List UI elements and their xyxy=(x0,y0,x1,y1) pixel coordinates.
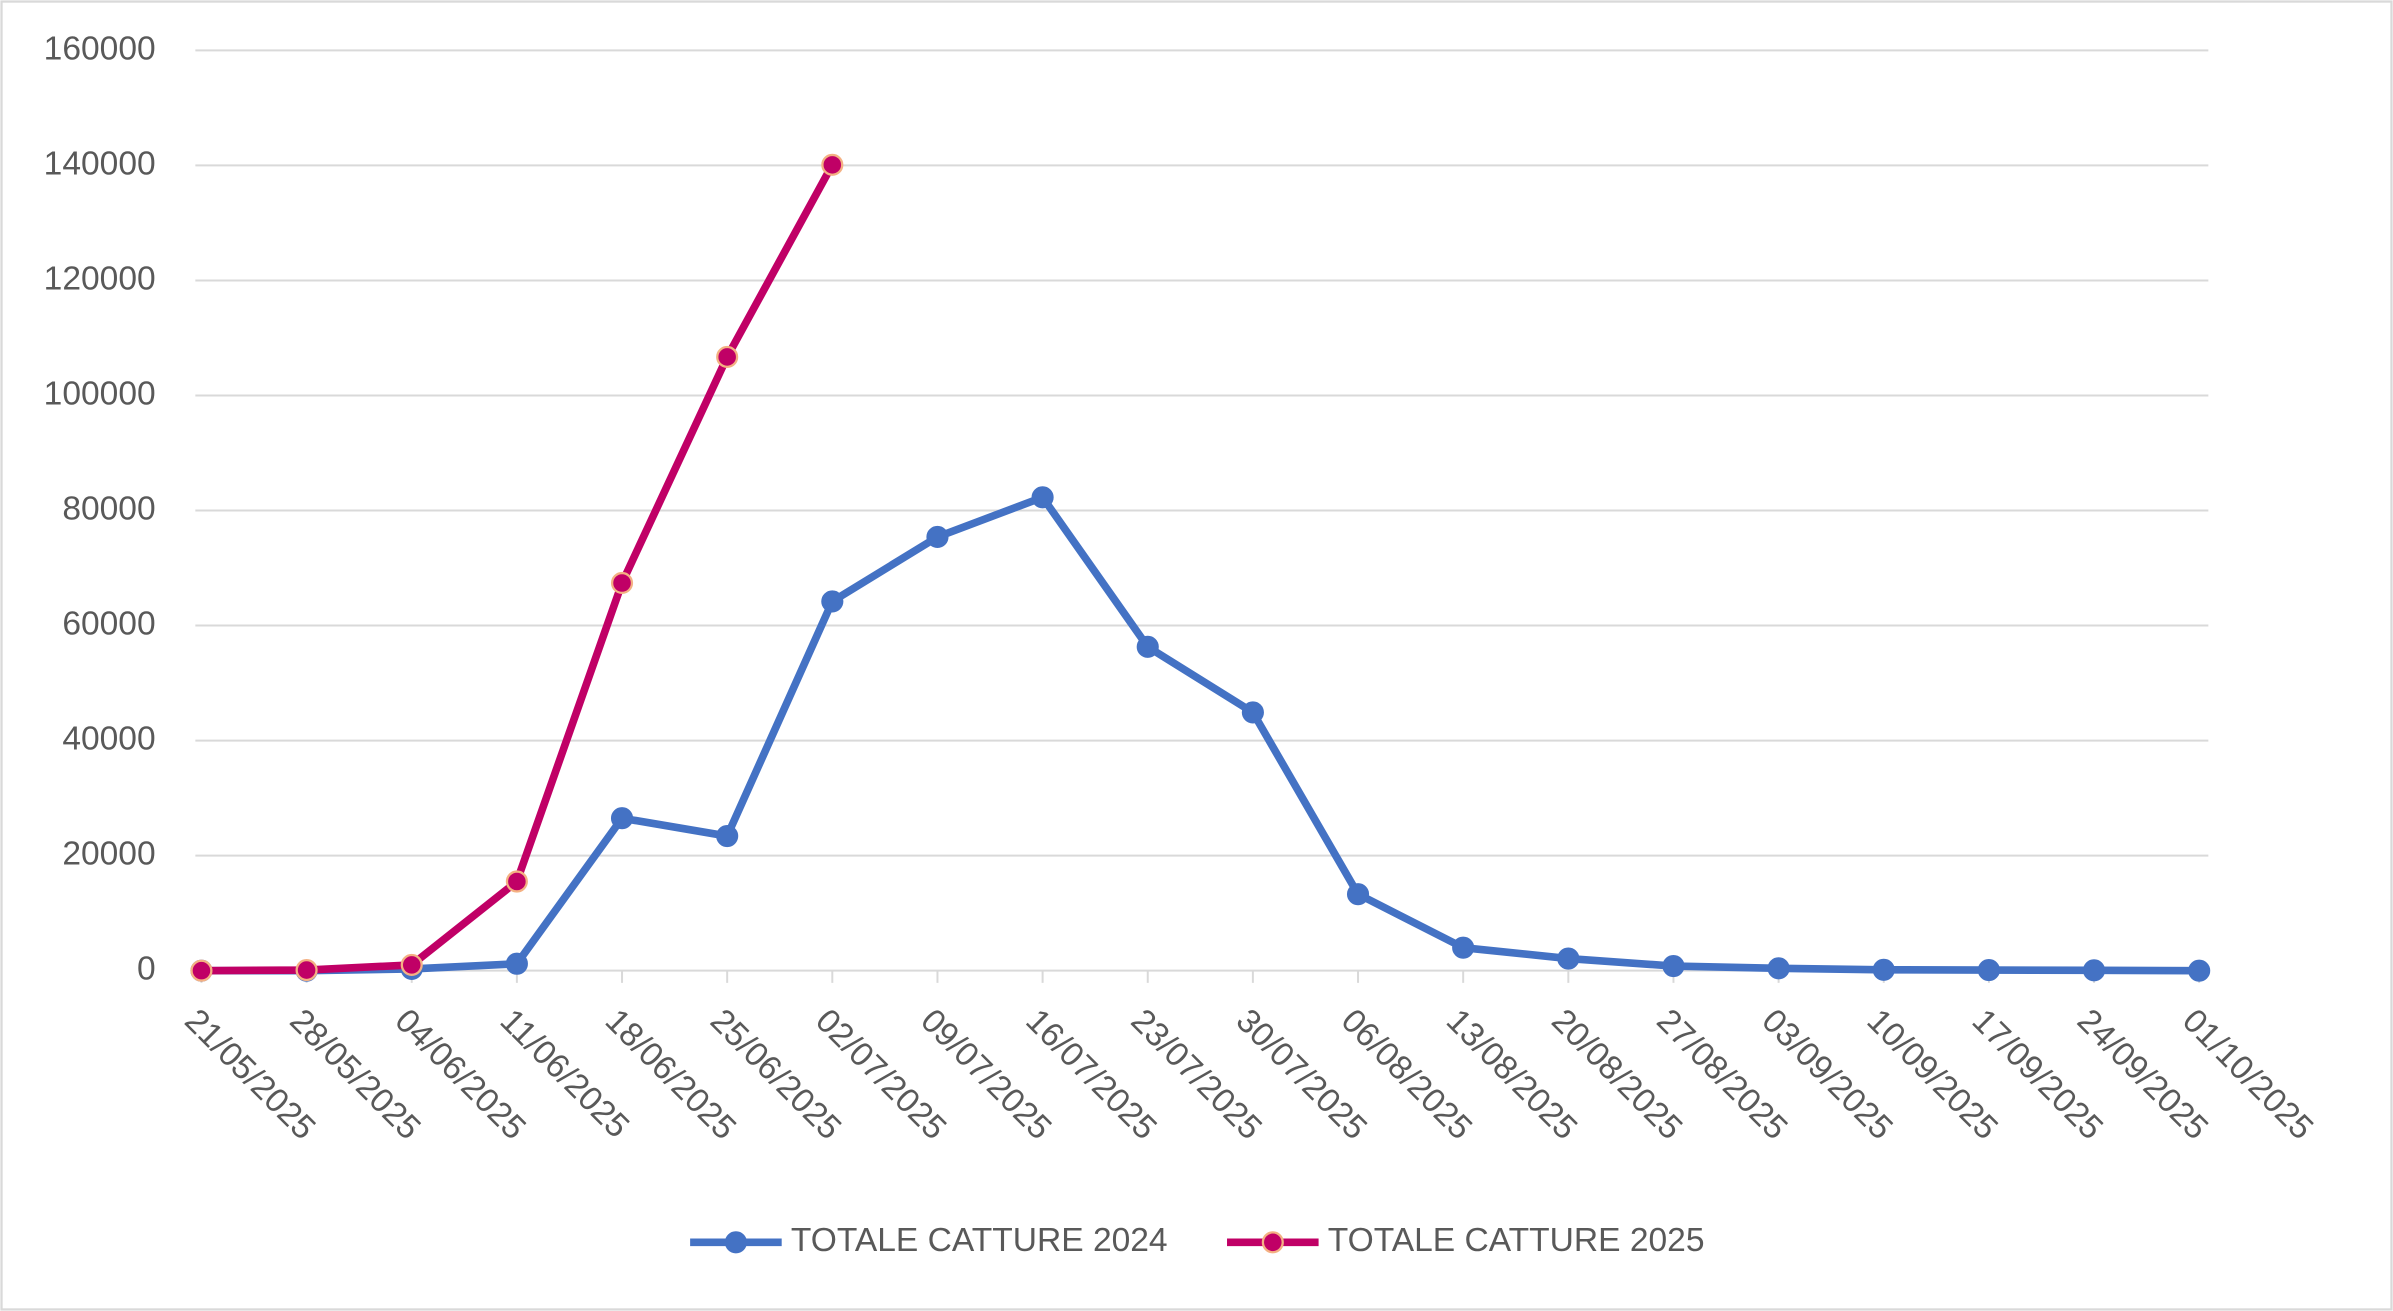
point xyxy=(190,959,213,982)
legend-marker xyxy=(724,1231,747,1254)
point xyxy=(1977,959,2000,982)
point xyxy=(400,953,423,976)
legend-label: TOTALE CATTURE 2024 xyxy=(791,1222,1168,1259)
y-tick-label: 0 xyxy=(137,951,156,988)
y-tick-label: 100000 xyxy=(44,375,156,412)
point xyxy=(821,590,844,613)
point xyxy=(505,952,528,975)
point xyxy=(2082,959,2106,982)
y-tick-label: 60000 xyxy=(62,605,155,642)
point xyxy=(1452,936,1475,959)
point xyxy=(1346,883,1370,906)
y-tick-label: 40000 xyxy=(62,720,155,757)
y-tick-label: 160000 xyxy=(44,30,156,67)
y-tick-label: 140000 xyxy=(44,145,156,182)
series-line xyxy=(201,493,2200,975)
point xyxy=(1136,635,1159,658)
point xyxy=(505,870,528,893)
point xyxy=(610,807,634,830)
point xyxy=(295,959,318,982)
point xyxy=(1767,957,1790,980)
point xyxy=(2188,959,2211,982)
legend-label: TOTALE CATTURE 2025 xyxy=(1328,1222,1705,1259)
point xyxy=(1662,954,1685,978)
y-tick-label: 80000 xyxy=(62,490,155,527)
point xyxy=(1241,701,1264,724)
point xyxy=(716,345,739,369)
point xyxy=(821,153,844,176)
point xyxy=(1872,958,1895,981)
legend-marker xyxy=(1261,1231,1284,1254)
y-tick-label: 120000 xyxy=(44,260,156,297)
y-tick-label: 20000 xyxy=(62,835,155,872)
point xyxy=(716,824,739,848)
point xyxy=(1557,947,1580,970)
point xyxy=(1031,486,1054,509)
point xyxy=(926,525,949,549)
point xyxy=(610,571,634,595)
